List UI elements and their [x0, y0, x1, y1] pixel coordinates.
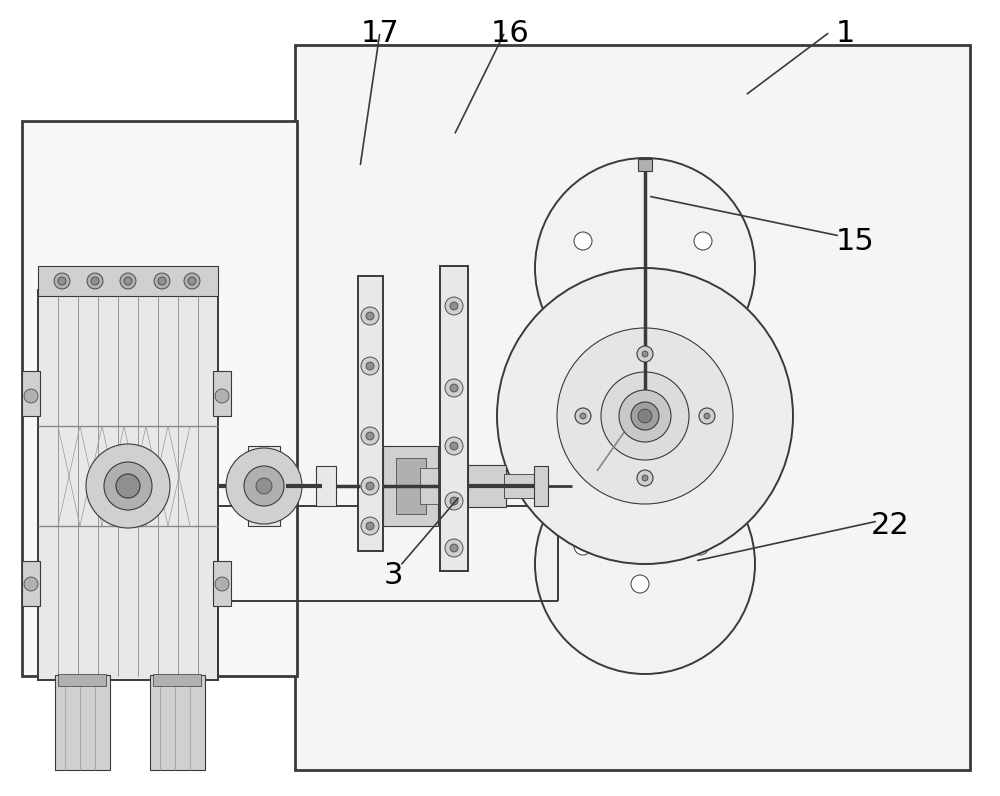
Bar — [22, 121, 297, 676]
Bar — [316, 466, 336, 506]
Bar — [440, 266, 468, 571]
Circle shape — [366, 482, 374, 490]
Circle shape — [535, 454, 755, 674]
Circle shape — [445, 492, 463, 510]
Text: 3: 3 — [383, 561, 403, 591]
Bar — [396, 458, 426, 514]
Bar — [153, 674, 201, 686]
Circle shape — [694, 232, 712, 250]
Circle shape — [366, 362, 374, 370]
Circle shape — [637, 470, 653, 486]
Circle shape — [535, 158, 755, 378]
Bar — [213, 371, 231, 416]
Circle shape — [184, 273, 200, 289]
Circle shape — [361, 307, 379, 325]
Circle shape — [366, 522, 374, 530]
Circle shape — [445, 539, 463, 557]
Circle shape — [256, 478, 272, 494]
Circle shape — [450, 544, 458, 552]
Circle shape — [87, 273, 103, 289]
Bar — [638, 159, 652, 171]
Circle shape — [215, 389, 229, 403]
Circle shape — [450, 384, 458, 392]
Circle shape — [24, 577, 38, 591]
Circle shape — [366, 432, 374, 440]
Circle shape — [104, 462, 152, 510]
Circle shape — [226, 448, 302, 524]
Circle shape — [120, 273, 136, 289]
Text: 15: 15 — [836, 227, 874, 256]
Circle shape — [58, 277, 66, 285]
Circle shape — [450, 497, 458, 505]
Circle shape — [215, 577, 229, 591]
Bar — [38, 290, 218, 680]
Circle shape — [557, 328, 733, 504]
Circle shape — [575, 408, 591, 424]
Circle shape — [574, 232, 592, 250]
Circle shape — [361, 427, 379, 445]
Circle shape — [158, 277, 166, 285]
Circle shape — [445, 379, 463, 397]
Bar — [358, 276, 383, 551]
Circle shape — [631, 402, 659, 430]
Circle shape — [116, 474, 140, 498]
Bar — [22, 561, 40, 606]
Circle shape — [691, 537, 709, 555]
Circle shape — [91, 277, 99, 285]
Bar — [420, 468, 438, 504]
Circle shape — [642, 475, 648, 481]
Circle shape — [361, 357, 379, 375]
Text: 17: 17 — [361, 19, 399, 49]
Bar — [213, 561, 231, 606]
Circle shape — [154, 273, 170, 289]
Circle shape — [366, 312, 374, 320]
Circle shape — [445, 297, 463, 315]
Circle shape — [450, 302, 458, 310]
Circle shape — [631, 575, 649, 593]
Bar — [468, 465, 506, 507]
Circle shape — [361, 477, 379, 495]
Circle shape — [601, 372, 689, 460]
Circle shape — [188, 277, 196, 285]
Bar — [504, 474, 539, 498]
Bar — [55, 675, 110, 770]
Circle shape — [619, 390, 671, 442]
Circle shape — [642, 351, 648, 357]
Bar — [150, 675, 205, 770]
Circle shape — [497, 268, 793, 564]
Circle shape — [638, 409, 652, 423]
Circle shape — [616, 277, 634, 295]
Circle shape — [244, 466, 284, 506]
Circle shape — [124, 277, 132, 285]
Bar — [295, 45, 970, 770]
Circle shape — [54, 273, 70, 289]
Circle shape — [86, 444, 170, 528]
Circle shape — [24, 389, 38, 403]
Text: 22: 22 — [871, 512, 909, 540]
Circle shape — [637, 346, 653, 362]
Circle shape — [450, 442, 458, 450]
Bar — [248, 446, 280, 526]
Bar — [383, 446, 438, 526]
Text: 16: 16 — [491, 19, 529, 49]
Circle shape — [699, 408, 715, 424]
Circle shape — [574, 537, 592, 555]
Circle shape — [580, 413, 586, 419]
Bar — [534, 466, 548, 506]
Circle shape — [361, 517, 379, 535]
Bar — [38, 266, 218, 296]
Circle shape — [704, 413, 710, 419]
Bar — [22, 371, 40, 416]
Bar — [58, 674, 106, 686]
Circle shape — [445, 437, 463, 455]
Text: 1: 1 — [835, 19, 855, 49]
